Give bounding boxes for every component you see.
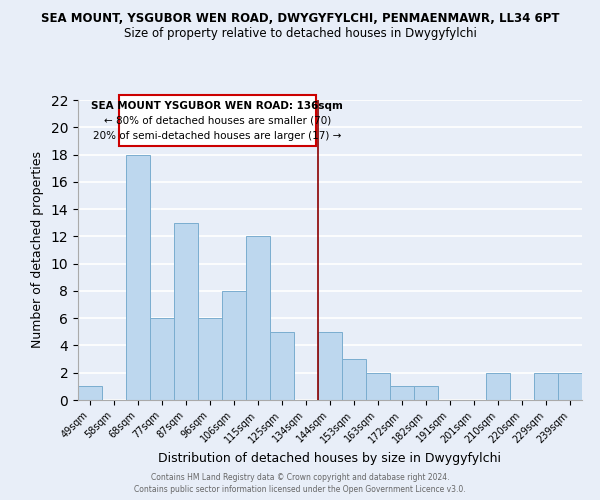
Bar bbox=[270, 332, 294, 400]
Bar bbox=[126, 154, 150, 400]
Bar bbox=[318, 332, 342, 400]
Bar bbox=[342, 359, 366, 400]
Text: 20% of semi-detached houses are larger (17) →: 20% of semi-detached houses are larger (… bbox=[93, 130, 341, 140]
Bar bbox=[486, 372, 510, 400]
Text: ← 80% of detached houses are smaller (70): ← 80% of detached houses are smaller (70… bbox=[104, 116, 331, 126]
Bar bbox=[222, 291, 246, 400]
Text: SEA MOUNT, YSGUBOR WEN ROAD, DWYGYFYLCHI, PENMAENMAWR, LL34 6PT: SEA MOUNT, YSGUBOR WEN ROAD, DWYGYFYLCHI… bbox=[41, 12, 559, 26]
Text: SEA MOUNT YSGUBOR WEN ROAD: 136sqm: SEA MOUNT YSGUBOR WEN ROAD: 136sqm bbox=[91, 102, 343, 112]
Bar bbox=[414, 386, 438, 400]
Bar bbox=[78, 386, 102, 400]
Bar bbox=[246, 236, 270, 400]
Y-axis label: Number of detached properties: Number of detached properties bbox=[31, 152, 44, 348]
Bar bbox=[174, 222, 198, 400]
FancyBboxPatch shape bbox=[119, 94, 316, 146]
X-axis label: Distribution of detached houses by size in Dwygyfylchi: Distribution of detached houses by size … bbox=[158, 452, 502, 464]
Bar bbox=[366, 372, 390, 400]
Bar bbox=[534, 372, 558, 400]
Bar bbox=[198, 318, 222, 400]
Bar bbox=[390, 386, 414, 400]
Text: Size of property relative to detached houses in Dwygyfylchi: Size of property relative to detached ho… bbox=[124, 28, 476, 40]
Text: Contains public sector information licensed under the Open Government Licence v3: Contains public sector information licen… bbox=[134, 485, 466, 494]
Bar bbox=[558, 372, 582, 400]
Bar bbox=[150, 318, 174, 400]
Text: Contains HM Land Registry data © Crown copyright and database right 2024.: Contains HM Land Registry data © Crown c… bbox=[151, 472, 449, 482]
